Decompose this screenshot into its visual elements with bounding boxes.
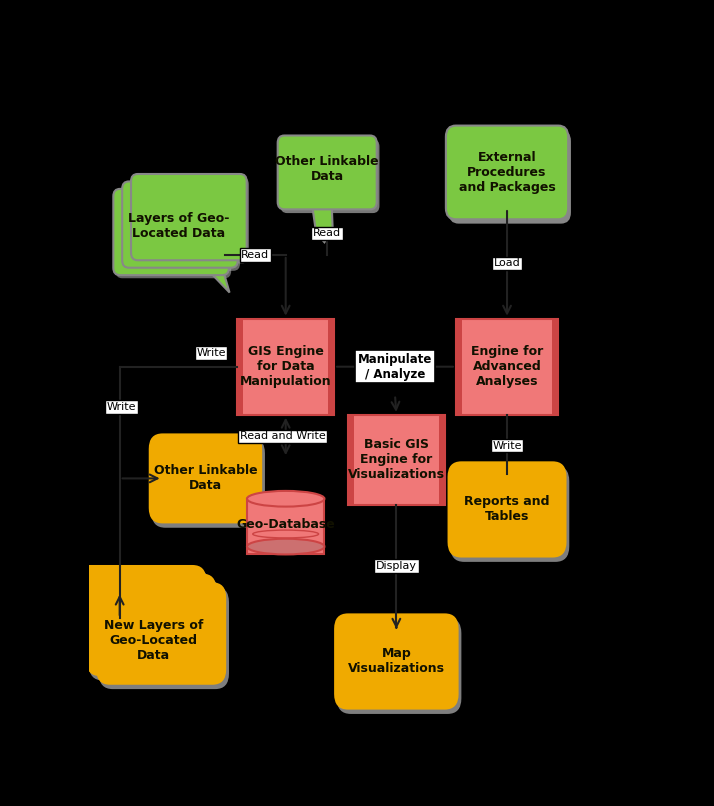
Text: Write: Write <box>106 402 136 412</box>
FancyBboxPatch shape <box>124 185 240 271</box>
Text: Read: Read <box>241 250 269 260</box>
FancyBboxPatch shape <box>99 587 229 689</box>
FancyBboxPatch shape <box>114 189 229 275</box>
Text: Manipulate
/ Analyze: Manipulate / Analyze <box>358 353 432 380</box>
Text: Geo-Database: Geo-Database <box>236 518 335 531</box>
Ellipse shape <box>247 538 324 555</box>
FancyBboxPatch shape <box>122 181 238 268</box>
FancyBboxPatch shape <box>76 565 206 667</box>
FancyBboxPatch shape <box>281 139 379 213</box>
Text: Write: Write <box>196 348 226 358</box>
Text: Write: Write <box>492 441 522 451</box>
Text: Layers of Geo-
Located Data: Layers of Geo- Located Data <box>128 212 229 240</box>
FancyBboxPatch shape <box>237 318 334 415</box>
FancyBboxPatch shape <box>334 613 458 709</box>
Text: External
Procedures
and Packages: External Procedures and Packages <box>458 151 555 194</box>
FancyBboxPatch shape <box>456 318 462 415</box>
Text: Read: Read <box>313 228 341 239</box>
FancyBboxPatch shape <box>151 438 265 528</box>
FancyBboxPatch shape <box>451 466 569 562</box>
FancyBboxPatch shape <box>86 574 216 676</box>
FancyBboxPatch shape <box>328 318 334 415</box>
FancyBboxPatch shape <box>237 318 243 415</box>
FancyBboxPatch shape <box>116 192 231 278</box>
FancyBboxPatch shape <box>348 415 354 505</box>
FancyBboxPatch shape <box>438 415 445 505</box>
Text: Display: Display <box>376 561 417 571</box>
FancyBboxPatch shape <box>446 126 568 219</box>
Polygon shape <box>206 268 229 293</box>
FancyBboxPatch shape <box>149 434 262 523</box>
Text: Other Linkable
Data: Other Linkable Data <box>276 156 379 183</box>
FancyBboxPatch shape <box>456 318 558 415</box>
FancyBboxPatch shape <box>278 135 377 210</box>
Text: Other Linkable
Data: Other Linkable Data <box>154 464 257 492</box>
FancyBboxPatch shape <box>89 578 219 680</box>
FancyBboxPatch shape <box>552 318 558 415</box>
Text: Load: Load <box>493 259 521 268</box>
Text: Engine for
Advanced
Analyses: Engine for Advanced Analyses <box>471 345 543 388</box>
Text: Reports and
Tables: Reports and Tables <box>464 496 550 523</box>
Text: GIS Engine
for Data
Manipulation: GIS Engine for Data Manipulation <box>240 345 331 388</box>
FancyBboxPatch shape <box>79 569 209 671</box>
FancyBboxPatch shape <box>337 617 461 714</box>
Text: New Layers of
Geo-Located
Data: New Layers of Geo-Located Data <box>104 619 203 662</box>
Polygon shape <box>312 202 333 243</box>
Text: Map
Visualizations: Map Visualizations <box>348 647 445 675</box>
FancyBboxPatch shape <box>247 499 324 555</box>
FancyBboxPatch shape <box>448 130 571 223</box>
FancyBboxPatch shape <box>96 583 226 685</box>
Text: Read and Write: Read and Write <box>240 431 326 442</box>
FancyBboxPatch shape <box>448 461 566 558</box>
FancyBboxPatch shape <box>131 174 246 260</box>
FancyBboxPatch shape <box>134 177 249 264</box>
FancyBboxPatch shape <box>348 415 445 505</box>
Ellipse shape <box>247 491 324 507</box>
Text: Basic GIS
Engine for
Visualizations: Basic GIS Engine for Visualizations <box>348 438 445 481</box>
